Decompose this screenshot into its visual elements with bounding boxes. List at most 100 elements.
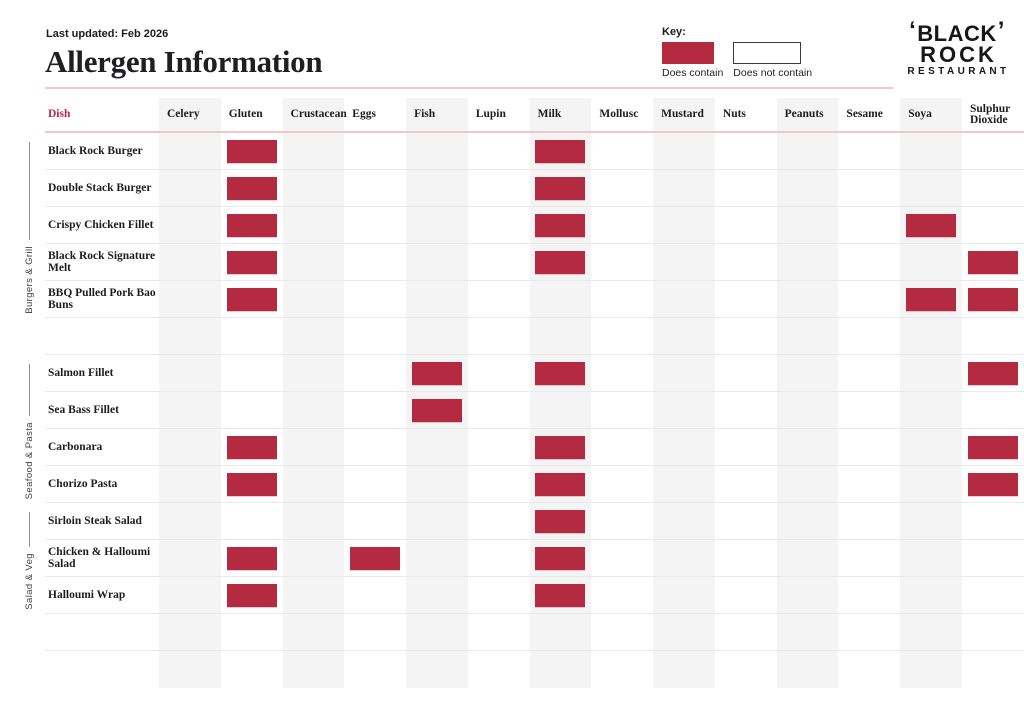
allergen-cell-peanuts [776,281,839,317]
allergen-cell-celery [159,614,221,650]
legend-title: Key: [662,26,686,38]
group-bracket-line [28,512,30,548]
allergen-cell-gluten [221,429,283,465]
logo-rock-word: ROCK [920,42,997,67]
contains-mark [535,250,586,274]
allergen-cell-milk [529,429,592,465]
table-row-chicken-halloumi-salad: Chicken & Halloumi Salad [45,540,1024,577]
col-header-peanuts: Peanuts [776,98,839,131]
contains-mark [535,213,586,237]
allergen-cell-crustacean [282,651,345,688]
allergen-cell-nuts [715,244,777,280]
allergen-cell-peanuts [776,355,839,391]
allergen-cell-mollusc [591,651,653,688]
allergen-cell-gluten [221,318,283,354]
allergen-cell-eggs [344,133,406,169]
col-header-milk: Milk [529,98,592,131]
contains-mark [226,139,277,163]
table-row-sea-bass-fillet: Sea Bass Fillet [45,392,1024,429]
contains-mark [906,287,957,311]
dish-name [45,318,159,354]
allergen-cell-eggs [344,503,406,539]
allergen-cell-celery [159,429,221,465]
allergen-cell-peanuts [776,133,839,169]
allergen-cell-nuts [715,651,777,688]
allergen-cell-mollusc [591,392,653,428]
contains-mark [226,583,277,607]
allergen-cell-eggs [344,244,406,280]
allergen-cell-gluten [221,540,283,576]
legend-item-contains: Does contain [662,42,723,79]
allergen-cell-mustard [653,577,715,613]
allergen-cell-mollusc [591,503,653,539]
allergen-cell-peanuts [776,170,839,206]
contains-mark [226,176,277,200]
allergen-cell-milk [529,392,592,428]
allergen-cell-sesame [838,466,900,502]
table-row-sirloin-steak-salad: Sirloin Steak Salad [45,503,1024,540]
group-gutter: Burgers & Grill Seafood & Pasta Salad & Ve… [20,98,38,688]
allergen-cell-peanuts [776,540,839,576]
allergen-cell-celery [159,318,221,354]
allergen-cell-crustacean [282,207,345,243]
dish-name: Black Rock Burger [48,145,143,157]
restaurant-logo: ‘BLACK’ ROCK RESTAURANT [893,19,1021,79]
allergen-cell-fish [406,540,468,576]
allergen-cell-sesame [838,133,900,169]
allergen-cell-gluten [221,392,283,428]
allergen-cell-mustard [653,281,715,317]
allergen-cell-sesame [838,614,900,650]
allergen-cell-soya [900,651,962,688]
allergen-cell-celery [159,651,221,688]
spacer-row [45,614,1024,651]
allergen-cell-peanuts [776,503,839,539]
allergen-cell-eggs [344,614,406,650]
allergen-cell-soya [900,133,962,169]
allergen-cell-celery [159,577,221,613]
allergen-cell-eggs [344,577,406,613]
table-row-double-stack-burger: Double Stack Burger [45,170,1024,207]
contains-mark [535,546,586,570]
allergen-cell-nuts [715,540,777,576]
allergen-cell-mustard [653,614,715,650]
allergen-cell-crustacean [282,244,345,280]
allergen-cell-sesame [838,577,900,613]
allergen-cell-fish [406,244,468,280]
allergen-cell-mustard [653,207,715,243]
allergen-cell-sulphur-dioxide [962,133,1024,169]
allergen-cell-fish [406,429,468,465]
col-header-gluten: Gluten [228,108,263,120]
allergen-cell-sesame [838,244,900,280]
allergen-cell-soya [900,392,962,428]
col-header-soya: Soya [900,98,962,131]
not-contains-label: Does not contain [733,67,813,79]
allergen-cell-fish [406,577,468,613]
allergen-cell-gluten [221,281,283,317]
allergen-cell-fish [406,466,468,502]
allergen-cell-peanuts [776,392,839,428]
allergen-cell-mustard [653,133,715,169]
allergen-cell-sesame [838,170,900,206]
col-header-sulphur-dioxide: Sulphur Dioxide [969,102,1011,126]
allergen-cell-peanuts [776,244,839,280]
allergen-cell-sesame [838,540,900,576]
allergen-cell-crustacean [282,133,345,169]
allergen-cell-soya [900,540,962,576]
contains-mark [967,287,1018,311]
contains-mark [535,176,586,200]
allergen-cell-lupin [468,614,530,650]
allergen-cell-sulphur-dioxide [962,244,1024,280]
allergen-cell-lupin [468,651,530,688]
allergen-cell-fish [406,392,468,428]
contains-mark [967,472,1018,496]
table-row-carbonara: Carbonara [45,429,1024,466]
allergen-cell-celery [159,244,221,280]
allergen-cell-mollusc [591,281,653,317]
allergen-cell-celery [159,207,221,243]
legend-item-not-contains: Does not contain [733,42,812,79]
group-label: Seafood & Pasta [23,421,35,499]
contains-mark [350,546,401,570]
allergen-cell-nuts [715,429,777,465]
allergen-cell-fish [406,355,468,391]
